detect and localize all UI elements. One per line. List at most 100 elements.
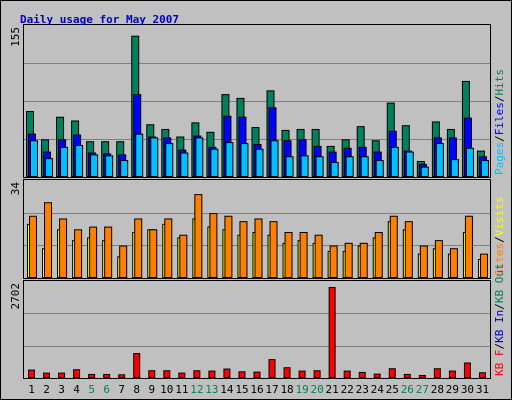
legend-item: KB F <box>493 350 506 377</box>
bar-sites-day-2 <box>44 202 53 278</box>
bar-kb-f-day-17 <box>268 359 276 378</box>
day-label-25: 25 <box>386 383 399 396</box>
legend-item: Sites <box>493 243 506 276</box>
day-label-11: 11 <box>175 383 188 396</box>
day-label-28: 28 <box>431 383 444 396</box>
bar-sites-day-6 <box>104 226 113 279</box>
bar-pages-day-3 <box>60 146 69 177</box>
bar-sites-day-31 <box>479 253 488 279</box>
visits-panel: 34 Sites/Visits <box>9 179 506 279</box>
day-label-6: 6 <box>103 383 110 396</box>
bar-pages-day-13 <box>210 148 219 177</box>
bar-sites-day-25 <box>389 215 398 279</box>
bar-sites-day-12 <box>194 194 203 278</box>
bar-sites-day-23 <box>359 242 368 279</box>
bar-sites-day-30 <box>464 215 473 279</box>
bar-pages-day-14 <box>225 142 234 178</box>
bar-sites-day-29 <box>449 248 458 278</box>
bar-pages-day-18 <box>285 156 294 177</box>
day-label-4: 4 <box>73 383 80 396</box>
day-label-16: 16 <box>250 383 263 396</box>
legend-item: Files <box>493 102 506 135</box>
chart-title-holder: Daily usage for May 2007 <box>20 8 179 27</box>
bar-pages-day-31 <box>480 160 489 178</box>
bar-pages-day-29 <box>450 159 459 177</box>
day-label-7: 7 <box>118 383 125 396</box>
bar-pages-day-8 <box>135 133 144 178</box>
legend-item: KB Out <box>493 263 506 303</box>
bar-kb-f-day-3 <box>58 372 66 378</box>
bar-kb-f-day-18 <box>283 367 291 379</box>
panel-border <box>23 280 491 379</box>
day-label-9: 9 <box>148 383 155 396</box>
bar-sites-day-1 <box>29 215 37 279</box>
day-label-22: 22 <box>341 383 354 396</box>
bar-kb-f-day-5 <box>88 373 96 379</box>
bar-pages-day-6 <box>105 155 114 177</box>
legend-item: Pages <box>493 142 506 175</box>
panel-border <box>23 179 491 279</box>
bar-pages-day-20 <box>315 156 324 177</box>
bar-pages-day-21 <box>330 161 339 177</box>
bar-sites-day-7 <box>119 245 128 279</box>
bar-sites-day-26 <box>404 221 413 278</box>
axis-max-label: 2702 <box>9 283 22 310</box>
legend-kbytes-panel: KB F/KB In/KB Out <box>493 263 506 376</box>
bar-sites-day-13 <box>209 213 218 278</box>
bar-sites-day-22 <box>344 242 353 279</box>
bar-sites-day-5 <box>89 226 98 279</box>
day-label-29: 29 <box>446 383 459 396</box>
legend-item: / <box>493 343 506 350</box>
day-label-19: 19 <box>295 383 308 396</box>
bar-pages-day-5 <box>90 154 99 178</box>
axis-max-label: 34 <box>9 182 22 196</box>
day-label-10: 10 <box>160 383 173 396</box>
day-label-21: 21 <box>326 383 339 396</box>
day-label-5: 5 <box>88 383 95 396</box>
bar-sites-day-14 <box>224 215 233 279</box>
bar-sites-day-11 <box>179 234 188 279</box>
bar-sites-day-15 <box>239 221 248 278</box>
legend-item: / <box>493 236 506 243</box>
day-label-26: 26 <box>401 383 414 396</box>
bar-sites-day-17 <box>269 221 278 278</box>
bar-pages-day-19 <box>300 155 309 177</box>
legend-item: Hits <box>493 69 506 96</box>
bar-pages-day-27 <box>420 166 429 177</box>
bar-kb-f-day-20 <box>313 370 321 378</box>
axis-max-label: 155 <box>9 27 22 47</box>
day-label-30: 30 <box>461 383 474 396</box>
bar-kb-f-day-30 <box>463 362 471 379</box>
bar-pages-day-28 <box>435 143 444 177</box>
bar-pages-day-9 <box>150 137 159 177</box>
bar-sites-day-4 <box>74 229 83 278</box>
bar-sites-day-3 <box>59 218 68 278</box>
bar-kb-f-day-14 <box>223 368 231 378</box>
bar-kb-f-day-10 <box>163 370 171 378</box>
bar-sites-day-19 <box>299 232 308 278</box>
bar-pages-day-24 <box>375 160 384 178</box>
day-label-15: 15 <box>235 383 248 396</box>
day-label-8: 8 <box>133 383 140 396</box>
bar-pages-day-22 <box>345 156 354 177</box>
day-label-17: 17 <box>265 383 278 396</box>
bar-sites-day-24 <box>374 232 383 278</box>
legend-item: / <box>493 96 506 103</box>
legend-item: / <box>493 135 506 142</box>
day-label-18: 18 <box>280 383 293 396</box>
legend-item: / <box>493 303 506 310</box>
bar-pages-day-16 <box>255 148 264 177</box>
bar-kb-f-day-2 <box>43 372 51 378</box>
day-label-27: 27 <box>416 383 429 396</box>
bar-kb-f-day-16 <box>253 371 261 379</box>
bar-sites-day-28 <box>434 240 443 278</box>
bar-kb-f-day-19 <box>298 370 306 378</box>
bar-kb-f-day-27 <box>418 374 426 378</box>
bar-sites-day-18 <box>284 232 293 278</box>
bar-kb-f-day-11 <box>178 372 186 378</box>
bar-kb-f-day-12 <box>193 370 201 378</box>
bar-kb-f-day-24 <box>373 373 381 379</box>
